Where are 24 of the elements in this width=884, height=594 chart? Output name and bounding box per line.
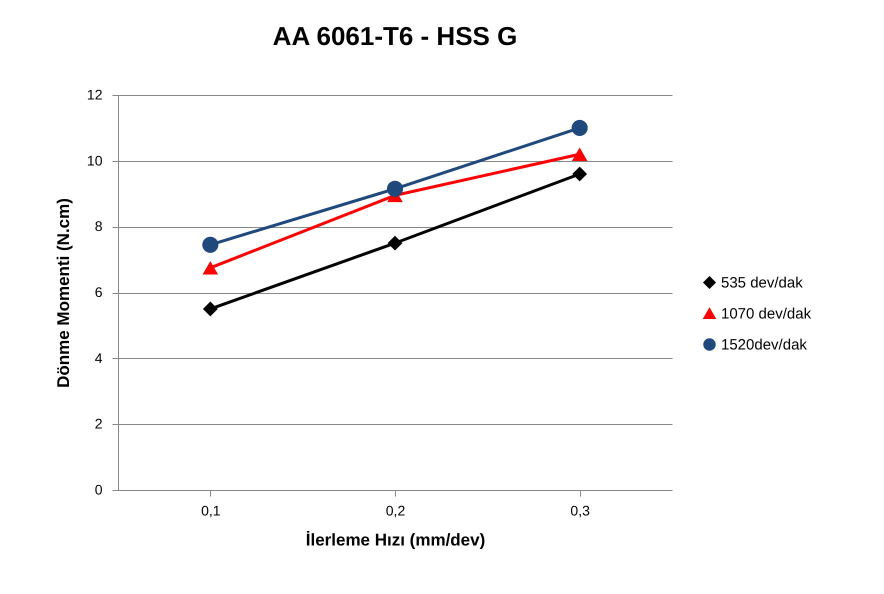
x-tick-label: 0,1	[201, 502, 221, 518]
legend-label: 1520dev/dak	[721, 336, 808, 354]
point	[572, 166, 588, 182]
y-tick-label: 10	[86, 152, 103, 168]
chart-title: AA 6061-T6 - HSS G	[272, 21, 518, 51]
y-tick-label: 4	[94, 350, 103, 366]
y-tick-label: 0	[94, 482, 103, 498]
legend-label: 1070 dev/dak	[721, 306, 812, 322]
point	[202, 236, 218, 253]
point	[572, 120, 588, 136]
legend-label: 535 dev/dak	[721, 274, 804, 292]
y-tick-label: 12	[86, 86, 103, 102]
x-axis-title: İlerleme Hızı (mm/dev)	[306, 530, 486, 550]
y-axis-title: Dönme Momenti (N.cm)	[54, 198, 73, 388]
point	[388, 236, 402, 251]
y-tick-label: 6	[94, 284, 103, 300]
point	[572, 148, 588, 161]
y-tick-label: 8	[94, 218, 103, 234]
y-tick-label: 2	[94, 416, 103, 432]
point	[386, 180, 404, 197]
point	[202, 302, 218, 316]
x-tick-label: 0,3	[570, 502, 590, 518]
point	[202, 261, 218, 275]
x-tick-label: 0,2	[386, 502, 406, 518]
